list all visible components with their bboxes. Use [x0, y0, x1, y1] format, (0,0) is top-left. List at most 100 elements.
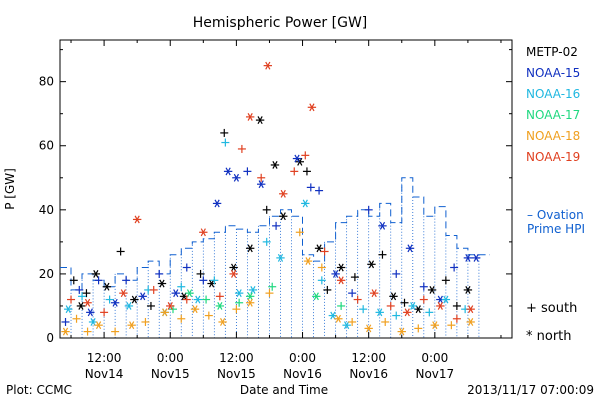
south-point-noaa-18: [111, 327, 120, 336]
north-point-noaa-15: [378, 221, 387, 230]
north-point-noaa-15: [292, 154, 302, 163]
north-point-noaa-16: [441, 295, 451, 304]
south-point-noaa-15: [155, 269, 164, 278]
ovation-step-line: [60, 177, 490, 291]
plot-frame: [59, 39, 513, 339]
north-point-noaa-19: [279, 189, 288, 198]
south-point-noaa-16: [425, 308, 434, 317]
north-point-metp-02: [279, 212, 288, 221]
north-point-noaa-15: [256, 180, 266, 189]
y-tick-label: 0: [46, 331, 54, 345]
north-point-noaa-18: [190, 305, 200, 314]
x-tick-date: Nov14: [85, 367, 124, 381]
north-point-metp-02: [463, 285, 473, 294]
north-point-noaa-18: [160, 308, 169, 317]
south-point-metp-02: [220, 128, 229, 137]
north-point-noaa-16: [342, 321, 351, 330]
north-point-noaa-16: [124, 302, 134, 310]
north-point-noaa-18: [127, 321, 136, 330]
plot-credit: Plot: CCMC: [6, 383, 72, 397]
south-point-noaa-19: [100, 308, 109, 317]
south-point-metp-02: [400, 298, 409, 307]
north-point-noaa-19: [307, 103, 317, 112]
north-point-noaa-17: [185, 289, 194, 298]
south-point-noaa-16: [392, 311, 401, 320]
north-point-metp-02: [389, 292, 398, 301]
south-point-noaa-19: [386, 301, 395, 310]
south-point-metp-02: [82, 289, 91, 298]
north-point-noaa-15: [463, 253, 473, 262]
south-point-noaa-18: [414, 324, 423, 333]
south-point-noaa-15: [315, 186, 324, 195]
south-point-noaa-18: [447, 321, 456, 330]
south-point-noaa-19: [419, 295, 428, 304]
north-point-noaa-15: [138, 292, 147, 301]
south-point-metp-02: [441, 276, 450, 285]
y-tick-label: 80: [39, 75, 54, 89]
north-point-noaa-16: [88, 318, 98, 326]
legend-noaa-18: NOAA-18: [526, 129, 580, 143]
south-point-noaa-15: [306, 183, 315, 192]
south-point-noaa-15: [75, 285, 84, 294]
north-point-noaa-19: [119, 289, 128, 298]
north-point-noaa-15: [471, 253, 481, 262]
south-point-noaa-17: [202, 295, 211, 304]
x-tick-time: 12:00: [87, 351, 122, 365]
south-point-noaa-19: [182, 295, 191, 304]
south-point-metp-02: [262, 205, 271, 214]
south-point-noaa-16: [359, 305, 368, 314]
south-point-noaa-19: [301, 151, 310, 160]
north-point-noaa-16: [408, 302, 417, 310]
north-point-noaa-15: [232, 173, 241, 182]
south-point-noaa-19: [237, 144, 246, 153]
x-tick-time: 12:00: [219, 351, 254, 365]
north-point-metp-02: [91, 269, 101, 278]
ovation-label-line2: Prime HPI: [527, 222, 585, 236]
south-point-metp-02: [302, 167, 311, 176]
north-point-noaa-18: [94, 321, 103, 330]
data-points: [61, 61, 481, 336]
south-point-noaa-18: [317, 263, 326, 272]
y-tick-label: 20: [39, 267, 54, 281]
north-point-noaa-15: [171, 289, 180, 298]
north-point-noaa-19: [263, 61, 273, 70]
south-point-noaa-16: [105, 295, 114, 304]
north-point-noaa-15: [110, 298, 120, 307]
north-point-noaa-18: [61, 327, 70, 336]
north-point-noaa-19: [436, 302, 445, 310]
x-tick-date: Nov17: [415, 367, 454, 381]
north-point-metp-02: [427, 285, 437, 294]
south-point-noaa-19: [452, 314, 461, 323]
north-point-noaa-17: [215, 302, 225, 310]
x-tick-time: 0:00: [157, 351, 184, 365]
north-point-noaa-18: [303, 257, 313, 266]
north-point-noaa-17: [312, 292, 321, 301]
north-point-noaa-19: [229, 269, 238, 278]
north-point-noaa-19: [403, 308, 412, 317]
north-point-metp-02: [314, 244, 324, 253]
south-point-noaa-19: [67, 295, 76, 304]
south-point-metp-02: [146, 301, 155, 310]
south-point-noaa-16: [210, 276, 219, 285]
south-point-metp-02: [323, 285, 332, 294]
north-point-noaa-16: [276, 253, 285, 262]
north-point-noaa-16: [193, 295, 203, 304]
north-point-metp-02: [130, 295, 139, 304]
south-point-noaa-15: [364, 205, 373, 214]
x-tick-time: 0:00: [421, 351, 448, 365]
south-point-noaa-16: [317, 276, 326, 285]
south-point-noaa-15: [61, 317, 70, 326]
y-tick-label: 40: [39, 203, 54, 217]
south-point-noaa-18: [265, 289, 274, 298]
north-point-metp-02: [367, 260, 376, 269]
south-point-noaa-18: [72, 314, 81, 323]
north-point-noaa-19: [199, 228, 208, 237]
south-point-metp-02: [378, 250, 387, 259]
south-point-noaa-19: [149, 285, 158, 294]
north-point-metp-02: [295, 157, 304, 166]
north-point-noaa-17: [245, 292, 255, 301]
north-point-noaa-16: [64, 305, 73, 314]
north-point-noaa-19: [466, 305, 475, 314]
north-point-metp-02: [336, 263, 346, 272]
